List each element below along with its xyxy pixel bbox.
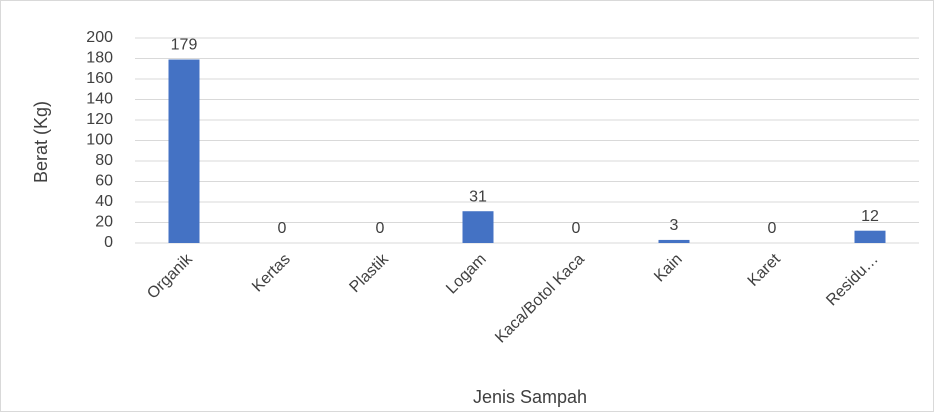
data-label: 0 (572, 220, 581, 237)
y-tick-label: 140 (86, 91, 113, 108)
y-tick-label: 100 (86, 132, 113, 149)
bar (168, 59, 200, 244)
data-label: 3 (670, 217, 679, 234)
y-axis-label: Berat (Kg) (31, 101, 51, 183)
data-label: 0 (278, 220, 287, 237)
y-tick-label: 60 (95, 173, 113, 190)
y-tick-label: 80 (95, 152, 113, 169)
data-label: 0 (376, 220, 385, 237)
y-tick-label: 200 (86, 29, 113, 46)
bar (854, 230, 886, 243)
bar (658, 239, 690, 243)
data-label: 12 (861, 208, 879, 225)
y-tick-label: 160 (86, 70, 113, 87)
y-tick-label: 20 (95, 214, 113, 231)
data-label: 31 (469, 188, 487, 205)
y-tick-label: 120 (86, 111, 113, 128)
x-axis-label: Jenis Sampah (473, 387, 587, 407)
y-tick-label: 180 (86, 50, 113, 67)
bar (462, 211, 494, 243)
y-tick-label: 40 (95, 193, 113, 210)
data-label: 0 (768, 220, 777, 237)
data-label: 179 (171, 37, 198, 54)
y-tick-label: 0 (104, 234, 113, 251)
